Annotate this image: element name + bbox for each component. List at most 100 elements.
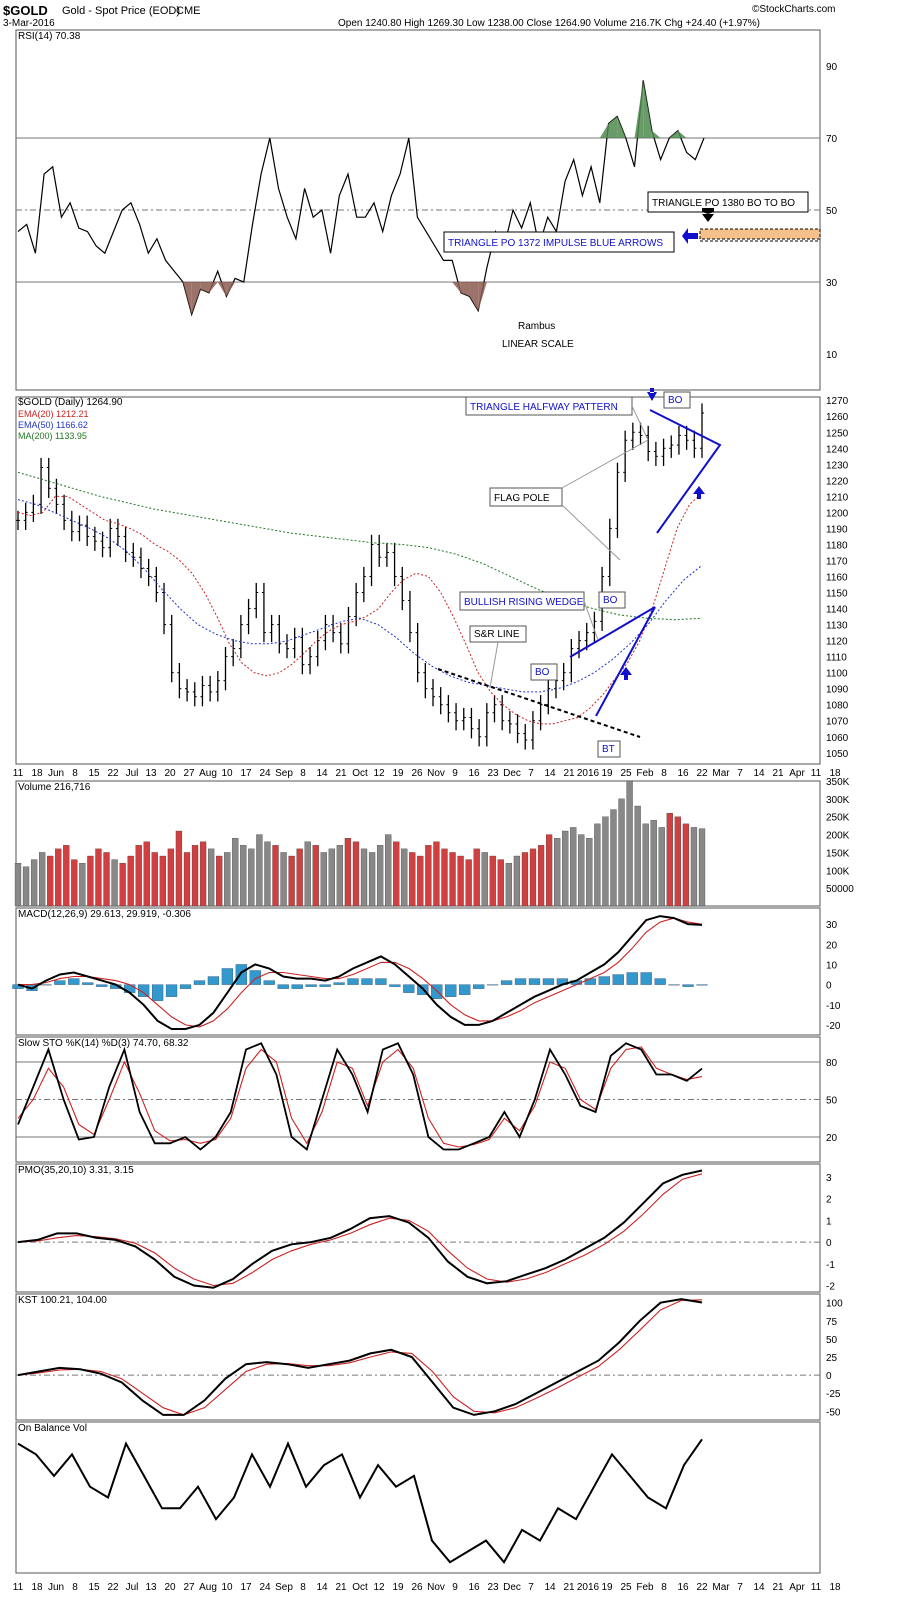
volume-ytick: 300K — [826, 795, 850, 806]
price-ytick: 1070 — [826, 717, 849, 728]
up-arrow-icon — [693, 486, 705, 499]
xaxis-top-tick: 22 — [696, 768, 708, 779]
xaxis-top-tick: Jun — [48, 768, 64, 779]
xaxis-bottom-tick: 8 — [661, 1582, 667, 1593]
annotation-flag-pole: FLAG POLE — [494, 493, 550, 504]
macd-histogram-bar — [361, 978, 373, 985]
volume-bar — [562, 830, 569, 907]
sto-ytick: 50 — [826, 1096, 838, 1107]
sr-line — [437, 668, 641, 738]
volume-bar — [352, 841, 360, 907]
volume-ytick: 200K — [826, 831, 850, 842]
macd-histogram-bar — [696, 984, 708, 986]
macd-histogram-bar — [445, 984, 457, 997]
price-ytick: 1150 — [826, 589, 848, 600]
xaxis-bottom-tick: 14 — [544, 1582, 556, 1593]
pmo-ytick: 2 — [826, 1195, 832, 1206]
price-ytick: 1080 — [826, 701, 849, 712]
xaxis-top-tick: 8 — [661, 768, 667, 779]
volume-bar — [658, 827, 665, 907]
xaxis-top-tick: 10 — [221, 768, 233, 779]
xaxis-bottom-tick: Mar — [712, 1582, 730, 1593]
volume-bar — [304, 841, 311, 907]
xaxis-top-tick: Aug — [199, 768, 217, 779]
xaxis-top-tick: 9 — [452, 768, 458, 779]
macd-histogram-bar — [528, 978, 541, 985]
volume-bar — [280, 852, 287, 907]
macd-histogram-bar — [612, 974, 624, 985]
volume-bar — [240, 845, 247, 907]
xaxis-top-tick: 14 — [753, 768, 765, 779]
obv-label: On Balance Vol — [18, 1423, 87, 1434]
pmo-ytick: -2 — [826, 1281, 835, 1292]
volume-bar — [425, 845, 432, 907]
xaxis-bottom-tick: Sep — [275, 1582, 293, 1593]
xaxis-top-tick: 18 — [829, 768, 841, 779]
volume-bar — [449, 852, 456, 907]
price-ytick: 1220 — [826, 476, 849, 487]
annotation-po-bo: TRIANGLE PO 1380 BO TO BO — [652, 198, 795, 209]
rsi-oversold-fill — [182, 282, 192, 315]
volume-bar — [634, 805, 641, 907]
macd-histogram-bar — [598, 976, 610, 985]
annotation-bo-top: BO — [668, 395, 683, 406]
xaxis-bottom-tick: 21 — [563, 1582, 575, 1593]
xaxis-bottom-tick: 10 — [221, 1582, 233, 1593]
xaxis-bottom-tick: 23 — [487, 1582, 499, 1593]
price-ytick: 1210 — [826, 492, 849, 503]
xaxis-bottom-tick: 17 — [240, 1582, 252, 1593]
ema50-line — [17, 499, 703, 693]
xaxis-top-tick: 11 — [13, 768, 24, 779]
sr-callout — [489, 641, 499, 689]
volume-bar — [666, 812, 673, 907]
volume-bar — [30, 859, 38, 907]
pmo-ytick: 1 — [826, 1216, 832, 1227]
xaxis-bottom-tick: 24 — [259, 1582, 271, 1593]
volume-bar — [521, 852, 529, 907]
rsi-overbought-fill — [643, 80, 652, 138]
xaxis-top-tick: 2016 — [577, 768, 600, 779]
volume-bar — [626, 780, 633, 907]
triangle-pattern — [649, 409, 722, 534]
xaxis-top-tick: 24 — [259, 768, 271, 779]
annotation-bt-box — [597, 740, 621, 758]
volume-bar — [14, 862, 22, 907]
sto-label: Slow STO %K(14) %D(3) 74.70, 68.32 — [18, 1038, 189, 1049]
macd-histogram-bar — [193, 980, 206, 985]
macd-histogram-bar — [375, 978, 387, 985]
xaxis-bottom-tick: 21 — [335, 1582, 347, 1593]
volume-bar — [127, 855, 134, 907]
xaxis-bottom-tick: Jul — [126, 1582, 139, 1593]
black-arrow-icon — [702, 208, 714, 222]
pmo-ytick: -1 — [826, 1260, 835, 1271]
macd-histogram-bar — [389, 984, 401, 987]
sto-k-line — [17, 1042, 703, 1152]
volume-bar — [529, 848, 537, 907]
volume-bar — [199, 841, 207, 907]
xaxis-top-tick: 27 — [183, 768, 195, 779]
annotation-bo-low-box — [530, 663, 558, 681]
rsi-oversold-fill — [191, 282, 201, 315]
xaxis-top-tick: 20 — [164, 768, 176, 779]
xaxis-bottom-tick: Nov — [427, 1582, 445, 1593]
volume-bar — [368, 852, 376, 907]
volume-bar — [545, 834, 553, 907]
volume-bar — [288, 855, 295, 907]
xaxis-bottom-tick: 19 — [392, 1582, 404, 1593]
volume-bar — [216, 855, 223, 907]
price-ytick: 1160 — [826, 572, 848, 583]
rsi-overbought-fill — [617, 116, 626, 138]
sto-ytick: 20 — [826, 1133, 838, 1144]
annotation-bullish-wedge: BULLISH RISING WEDGE — [464, 597, 584, 608]
annotation-bo-top-box — [663, 391, 691, 409]
xaxis-bottom-tick: Aug — [199, 1582, 217, 1593]
volume-bar — [441, 848, 448, 907]
pmo-panel-frame — [15, 1163, 821, 1293]
xaxis-top-tick: 15 — [88, 768, 100, 779]
volume-bar — [537, 845, 545, 907]
kst-line — [17, 1298, 703, 1416]
volume-bar — [682, 823, 690, 907]
volume-bar — [473, 848, 480, 907]
macd-histogram-bar — [249, 970, 261, 985]
